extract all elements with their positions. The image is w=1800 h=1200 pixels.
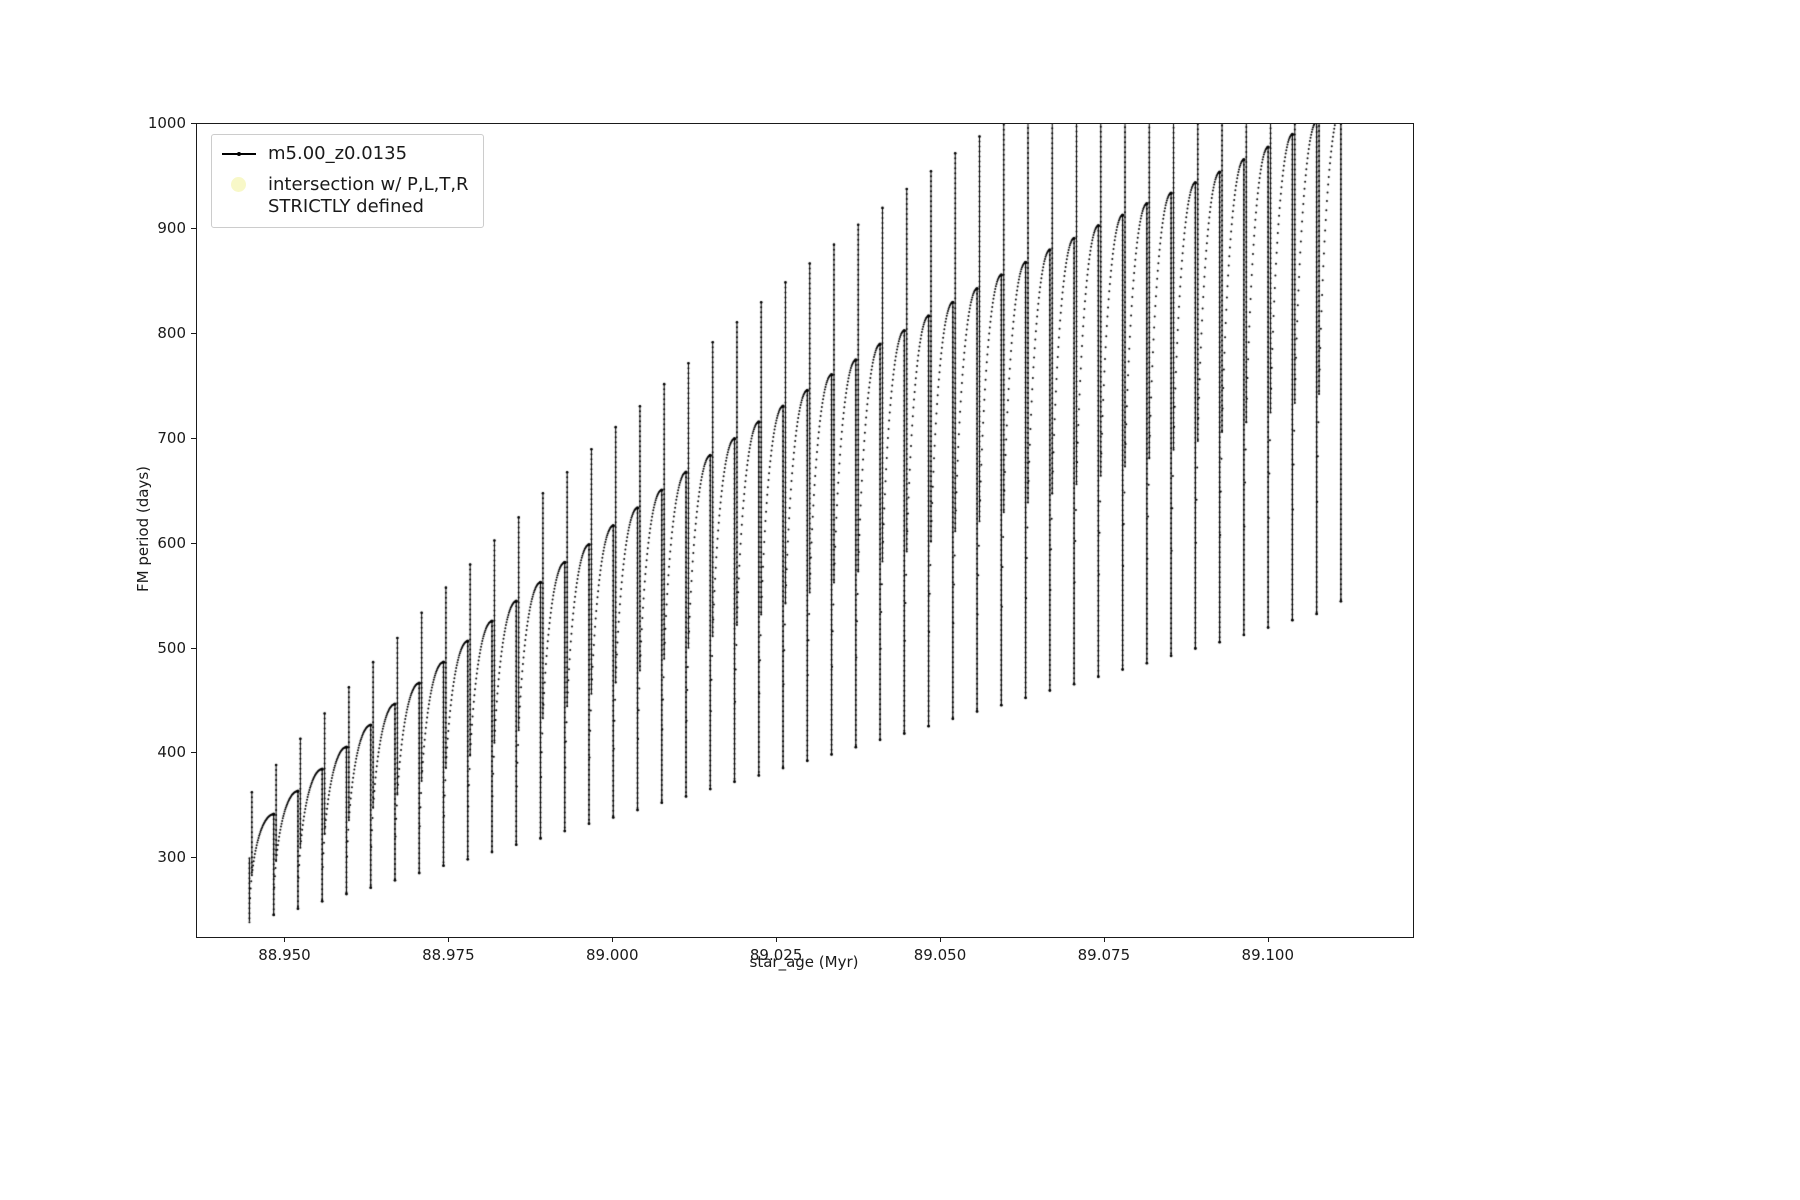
x-tick-mark <box>776 937 778 942</box>
y-tick-mark <box>191 857 196 859</box>
y-tick-mark <box>191 227 196 229</box>
plot-area: m5.00_z0.0135 intersection w/ P,L,T,R ST… <box>196 123 1414 938</box>
x-tick-label: 89.025 <box>749 946 803 964</box>
legend-label: intersection w/ P,L,T,R STRICTLY defined <box>268 173 469 218</box>
x-tick-label: 89.050 <box>913 946 967 964</box>
legend: m5.00_z0.0135 intersection w/ P,L,T,R ST… <box>211 134 484 228</box>
y-tick-mark <box>191 123 196 124</box>
y-tick-label: 800 <box>157 323 186 342</box>
x-tick-label: 89.100 <box>1241 946 1295 964</box>
x-tick-label: 89.000 <box>586 946 639 964</box>
circle-marker-icon <box>231 176 246 192</box>
x-tick-mark <box>1103 937 1105 942</box>
y-tick-label: 500 <box>157 638 186 657</box>
x-tick-mark <box>1267 937 1269 942</box>
y-tick-label: 900 <box>157 218 186 237</box>
x-tick-mark <box>284 937 286 942</box>
legend-entry-intersection: intersection w/ P,L,T,R STRICTLY defined <box>222 174 469 219</box>
legend-label: m5.00_z0.0135 <box>268 143 408 164</box>
legend-entry-series: m5.00_z0.0135 <box>222 143 469 166</box>
y-axis-label: FM period (days) <box>134 466 152 592</box>
x-tick-label: 89.075 <box>1077 946 1131 964</box>
line-marker-icon <box>222 152 256 156</box>
y-tick-label: 1000 <box>147 114 186 132</box>
y-tick-label: 700 <box>157 428 186 447</box>
x-tick-label: 88.975 <box>422 946 475 964</box>
x-axis-label: star_age (Myr) <box>749 953 859 971</box>
y-tick-label: 300 <box>157 848 186 867</box>
x-tick-mark <box>612 937 614 942</box>
x-tick-mark <box>940 937 942 942</box>
x-tick-label: 88.950 <box>258 946 311 964</box>
y-tick-mark <box>191 647 196 649</box>
y-tick-mark <box>191 332 196 334</box>
chart-canvas <box>197 124 1413 937</box>
y-tick-label: 400 <box>157 743 186 762</box>
y-tick-mark <box>191 752 196 754</box>
y-tick-mark <box>191 437 196 439</box>
y-tick-label: 600 <box>157 533 186 552</box>
y-tick-mark <box>191 542 196 544</box>
x-tick-mark <box>448 937 450 942</box>
